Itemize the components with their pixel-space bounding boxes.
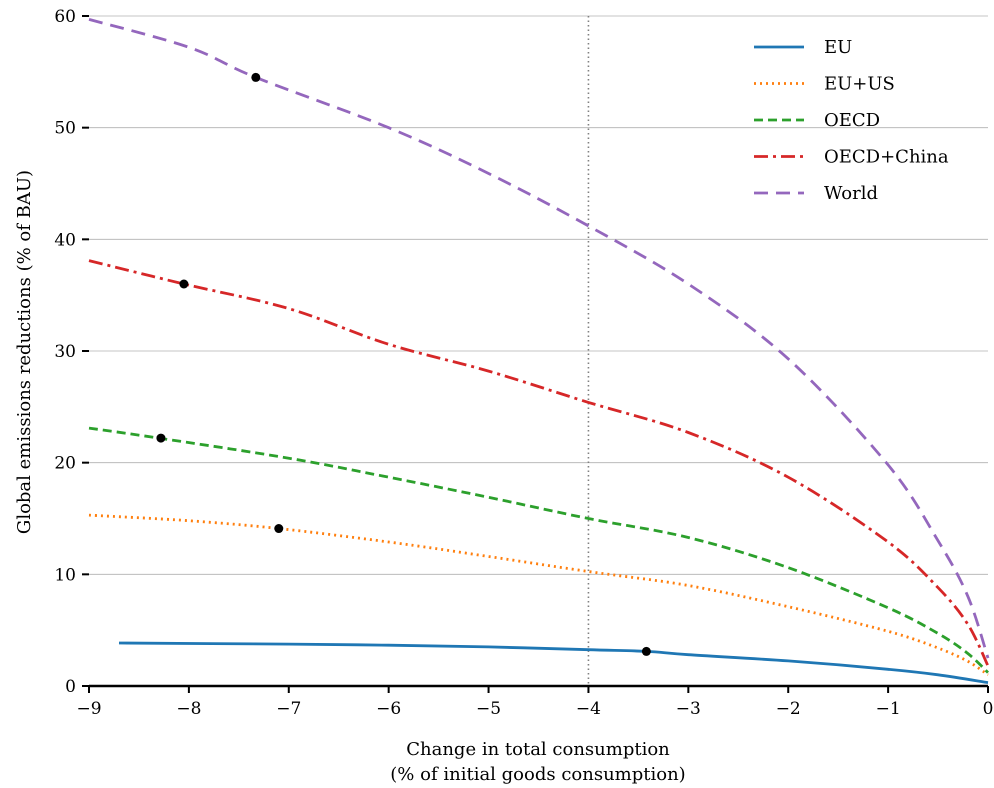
marker-point-world <box>251 72 261 82</box>
axes: 0 10 20 30 40 50 60 −9 −8 −7 −6 −5 −4 −3 −2 −1 0 <box>54 7 993 719</box>
legend-label: EU+US <box>824 74 895 95</box>
legend-label: OECD <box>824 110 880 131</box>
y-axis-label: Global emissions reductions (% of BAU) <box>14 170 35 534</box>
x-tick-label: −1 <box>876 699 901 719</box>
legend-label: World <box>824 183 878 204</box>
legend-label: OECD+China <box>824 147 949 168</box>
y-tick-label: 60 <box>54 7 76 27</box>
x-tick-label: 0 <box>983 699 994 719</box>
grid-lines <box>89 15 988 575</box>
x-tick-label: −7 <box>276 699 301 719</box>
x-axis-label-line1: Change in total consumption <box>406 739 670 760</box>
marker-group <box>156 72 651 656</box>
y-tick-label: 40 <box>54 230 76 250</box>
x-tick-label: −2 <box>776 699 801 719</box>
legend-label: EU <box>824 37 852 58</box>
x-tick-label: −9 <box>76 699 101 719</box>
y-tick-label: 30 <box>54 342 76 362</box>
x-tick-label: −3 <box>676 699 701 719</box>
x-tick-label: −6 <box>376 699 401 719</box>
marker-point-eu <box>641 646 651 656</box>
x-tick-label: −4 <box>576 699 601 719</box>
legend: EU EU+US OECD OECD+China World <box>754 37 949 204</box>
series-line-oecd-china <box>88 259 990 667</box>
y-tick-label: 0 <box>65 677 76 697</box>
y-tick-label: 10 <box>54 565 76 585</box>
x-axis-label-line2: (% of initial goods consumption) <box>390 764 685 785</box>
y-tick-label: 20 <box>54 454 76 474</box>
x-tick-label: −8 <box>176 699 201 719</box>
series-line-eu-us <box>88 513 989 676</box>
x-tick-label: −5 <box>476 699 501 719</box>
marker-point-oecd <box>156 433 166 443</box>
series-line-oecd <box>88 426 989 674</box>
series-line-eu <box>118 641 989 684</box>
marker-point-eu-us <box>274 524 284 534</box>
marker-point-oecd-china <box>179 279 189 289</box>
y-tick-label: 50 <box>54 119 76 139</box>
